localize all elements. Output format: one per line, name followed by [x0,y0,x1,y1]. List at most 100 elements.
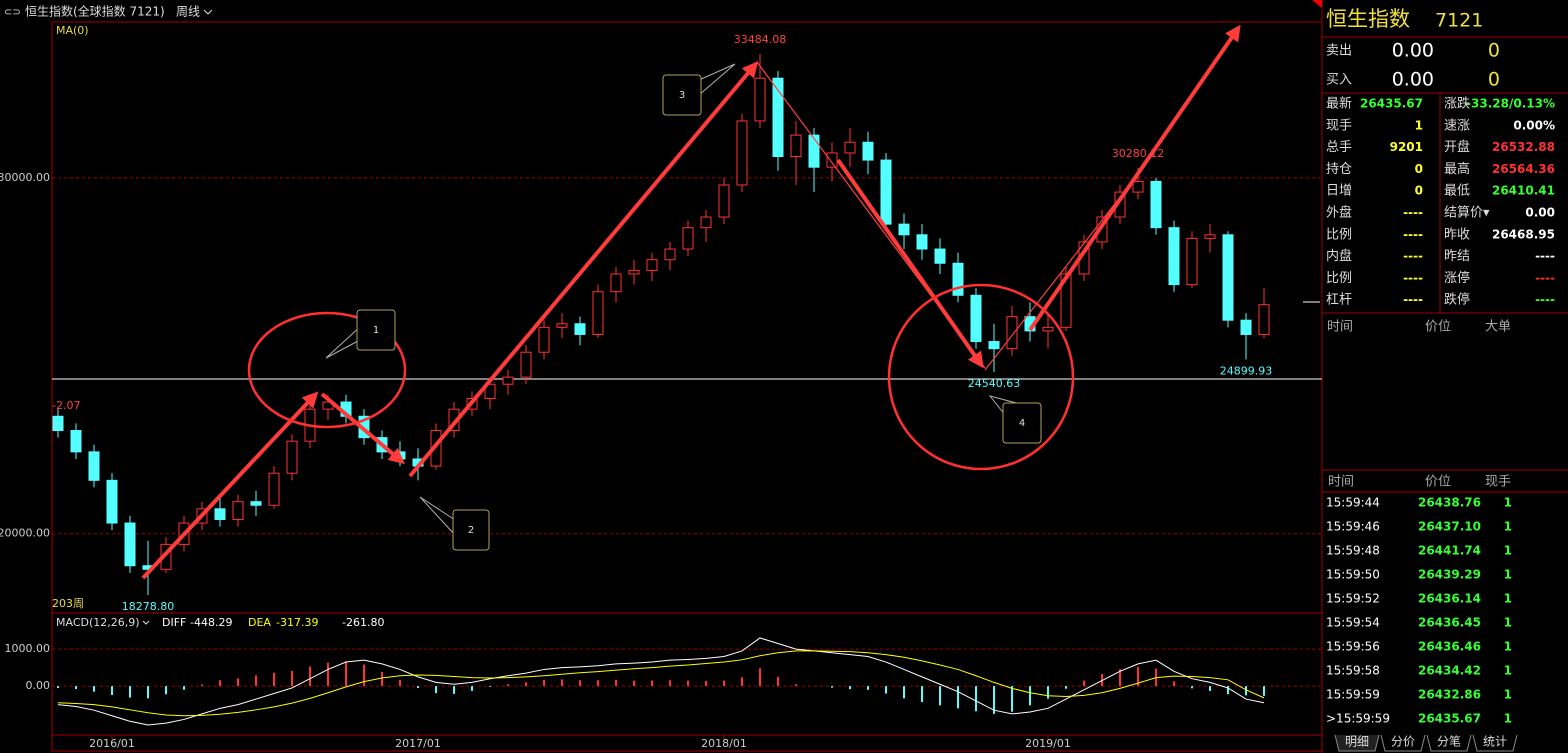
candle-body [916,234,928,250]
column-header: 价位 [1425,320,1451,335]
quote-code: 7121 [1435,10,1483,32]
tick-price: 26439.29 [1418,568,1481,582]
trend-arrow [141,391,319,580]
candle-body [682,227,694,250]
stat-label: 最高 [1444,161,1470,177]
candle-body [862,141,874,161]
legend-value: -317.39 [276,616,318,629]
candle-body [1150,180,1162,229]
highlight-circle [247,311,407,429]
stat-value: 1 [1415,118,1423,132]
candle-body [934,248,946,264]
stat-label: 杠杆 [1326,292,1352,308]
tick-volume: 1 [1504,688,1512,702]
tick-volume: 1 [1504,568,1512,582]
stat-value: 0.00 [1525,206,1555,220]
candle-body [1222,234,1234,321]
tick-time: 15:59:59 [1326,688,1380,702]
tab[interactable] [1472,734,1518,752]
tab-label[interactable]: 分笔 [1437,734,1461,749]
tick-volume: 1 [1504,520,1512,534]
ma-label[interactable]: MA(0) [56,24,89,37]
candle-body [844,141,856,154]
x-tick-label: 2019/01 [1025,737,1071,750]
trend-arrow [408,61,759,478]
tick-price: 26436.45 [1418,616,1481,630]
book-label: 买入 [1326,73,1352,88]
period-selector[interactable]: 周线 [176,5,200,19]
callout-number: 4 [1019,418,1025,429]
corner-mark [1312,0,1322,8]
stat-value: ---- [1403,271,1423,285]
candle-body [646,259,658,271]
y-tick-label: 20000.00 [0,527,50,540]
stat-label: 昨结 [1444,249,1470,264]
tab-label[interactable]: 明细 [1345,735,1369,749]
candle-body [988,341,1000,350]
candle-body [826,152,838,168]
macd-title[interactable]: MACD(12,26,9) [56,616,140,629]
tick-time: 15:59:50 [1326,568,1380,582]
candle-body [952,262,964,296]
tick-volume: 1 [1504,712,1512,726]
candle-body [556,323,568,328]
stat-label: 涨停 [1444,270,1470,286]
stat-label: 速涨 [1444,118,1470,133]
candle-body [718,184,730,218]
candle-body [592,291,604,335]
tick-price: 26437.10 [1418,520,1481,534]
stat-label: 外盘 [1326,205,1352,221]
tab-label[interactable]: 分价 [1391,735,1415,749]
highlight-circle [887,283,1075,471]
candle-body [124,522,136,567]
callout-box [662,74,702,116]
stat-label: 现手 [1326,118,1352,133]
candle-body [286,440,298,474]
book-price: 0.00 [1392,40,1434,62]
candle-body [898,223,910,236]
callout-box [356,309,396,351]
x-tick-label: 2016/01 [89,737,135,750]
stat-value: 26564.36 [1492,162,1555,176]
tick-price: 26434.42 [1418,664,1481,678]
tab-label[interactable]: 统计 [1483,735,1507,749]
dropdown-icon [142,620,150,625]
column-header: 价位 [1425,475,1451,490]
tab[interactable] [1334,734,1380,752]
book-label: 卖出 [1326,44,1352,59]
candle-body [1006,316,1018,350]
candle-body [1132,180,1144,193]
candle-body [106,479,118,524]
candle-body [538,326,550,353]
stat-label: 日增 [1326,184,1352,199]
y-tick-label: 30000.00 [0,171,50,184]
tab[interactable] [1426,734,1472,752]
stat-value: 26435.67 [1360,97,1423,111]
candle-body [502,376,514,385]
legend-value: -448.29 [190,616,232,629]
trend-arrow [1028,24,1241,332]
stat-value: 0.00% [1513,118,1555,132]
tick-volume: 1 [1504,592,1512,606]
stat-label: 跌停 [1444,292,1470,308]
tick-volume: 1 [1504,544,1512,558]
callout-box [452,509,490,551]
book-price: 0.00 [1392,69,1434,91]
stat-value: ---- [1403,206,1423,220]
tick-volume: 1 [1504,640,1512,654]
stat-label: 比例 [1326,271,1352,286]
tick-time: 15:59:52 [1326,592,1380,606]
trend-arrow [836,158,984,369]
column-header: 大单 [1485,320,1511,335]
tick-price: 26435.67 [1418,712,1481,726]
tab[interactable] [1380,734,1426,752]
stat-value: ---- [1535,271,1555,285]
callout-pointer [419,496,456,536]
cut-label: -2.07 [52,399,80,412]
candle-body [1186,237,1198,286]
stat-label: 开盘 [1444,139,1470,155]
dropdown-icon [203,9,213,15]
stat-value: 26410.41 [1492,184,1555,198]
candle-body [754,77,766,122]
